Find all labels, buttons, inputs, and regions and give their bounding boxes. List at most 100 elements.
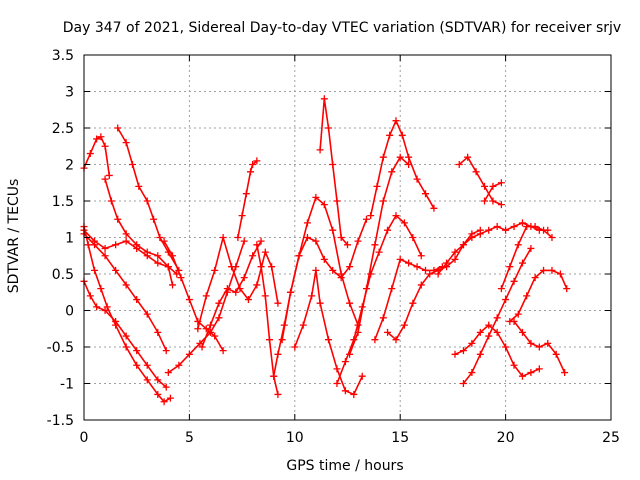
data-point — [417, 281, 425, 289]
data-point — [84, 241, 92, 249]
data-point — [468, 339, 476, 347]
chart-title: Day 347 of 2021, Sidereal Day-to-day VTE… — [63, 20, 621, 36]
data-point — [523, 223, 531, 231]
data-point — [312, 266, 320, 274]
data-point — [299, 321, 307, 329]
data-point — [373, 182, 381, 190]
data-point — [156, 234, 164, 241]
data-point — [398, 131, 406, 139]
data-point — [278, 336, 286, 344]
data-point — [274, 350, 282, 358]
y-tick-label: 0.5 — [52, 267, 74, 283]
series-line — [83, 229, 174, 286]
y-axis-label: SDTVAR / TECUs — [6, 179, 22, 294]
data-point — [133, 361, 141, 369]
data-point — [162, 383, 170, 391]
data-point — [523, 292, 531, 300]
data-point — [185, 350, 193, 358]
data-point — [459, 241, 467, 249]
series-line — [500, 225, 553, 290]
x-tick-label: 20 — [497, 430, 515, 446]
data-point — [405, 259, 413, 267]
data-point — [112, 317, 120, 325]
data-point — [169, 252, 177, 260]
y-tick-label: -1 — [60, 377, 74, 393]
data-point — [295, 252, 303, 260]
x-tick-label: 0 — [80, 430, 89, 446]
data-point — [563, 285, 571, 293]
axes: 0 5 10 15 20 25 -1.5 -1 -0.5 0 0.5 1 1.5 2 2.5 3 3.5 — [47, 48, 620, 446]
data-point — [472, 168, 480, 176]
data-point — [312, 237, 320, 245]
data-point — [247, 168, 255, 176]
grid-lines — [84, 55, 611, 420]
data-point — [497, 201, 505, 209]
data-point — [409, 234, 417, 241]
data-point — [409, 299, 417, 307]
data-point — [468, 234, 476, 241]
data-point — [346, 350, 354, 358]
data-point — [548, 234, 556, 241]
data-point — [333, 365, 341, 373]
data-point — [320, 201, 328, 209]
x-tick-label: 15 — [391, 430, 409, 446]
y-tick-label: 3.5 — [52, 48, 74, 64]
data-point — [497, 179, 505, 187]
series-line — [293, 269, 364, 396]
data-point — [396, 255, 404, 263]
data-point — [514, 241, 522, 249]
data-point — [219, 347, 227, 355]
data-point — [219, 234, 227, 241]
data-point — [234, 234, 242, 241]
data-point — [421, 190, 429, 198]
data-point — [143, 310, 151, 318]
data-point — [510, 317, 518, 325]
data-point — [154, 328, 162, 336]
data-point — [162, 347, 170, 355]
data-point — [510, 277, 518, 285]
series-line — [83, 233, 167, 352]
series-line — [256, 244, 279, 396]
data-point — [417, 252, 425, 260]
data-point — [540, 226, 548, 234]
data-point — [552, 350, 560, 358]
data-point — [107, 197, 115, 205]
data-point — [451, 350, 459, 358]
data-point — [198, 343, 206, 351]
data-point — [531, 274, 539, 282]
data-point — [367, 270, 375, 278]
series-line — [104, 178, 178, 275]
data-point — [346, 299, 354, 307]
data-point — [228, 263, 236, 271]
data-point — [164, 369, 172, 377]
data-point — [93, 135, 101, 143]
data-point — [362, 285, 370, 293]
data-point — [451, 255, 459, 263]
data-point — [249, 161, 257, 168]
data-point — [344, 241, 351, 249]
data-point — [510, 223, 518, 231]
data-point — [122, 343, 130, 351]
data-point — [169, 281, 177, 289]
data-point — [388, 168, 396, 176]
data-point — [261, 248, 269, 256]
data-point — [303, 234, 311, 241]
data-point — [122, 139, 130, 147]
data-point — [97, 285, 105, 293]
data-point — [367, 212, 375, 220]
data-point — [308, 292, 316, 300]
data-point — [274, 390, 282, 398]
y-tick-label: 0 — [65, 304, 74, 320]
data-point — [160, 398, 168, 406]
y-tick-label: 1.5 — [52, 194, 74, 210]
data-point — [341, 387, 349, 395]
data-point — [114, 215, 122, 223]
data-point — [527, 244, 535, 252]
series-line — [83, 136, 111, 177]
data-point — [493, 328, 501, 336]
data-point — [223, 285, 231, 293]
data-point — [133, 347, 141, 355]
data-point — [527, 369, 535, 377]
series-line — [374, 258, 444, 341]
data-point — [105, 171, 113, 179]
